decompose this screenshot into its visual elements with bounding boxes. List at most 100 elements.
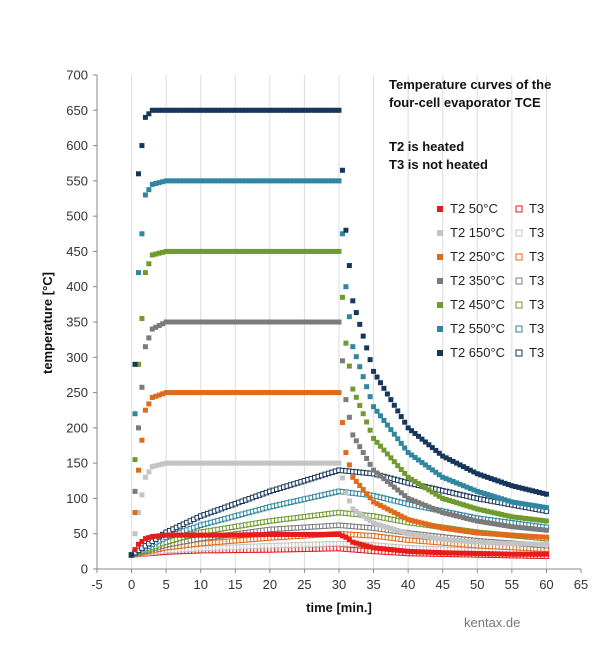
- data-point: [225, 248, 231, 254]
- data-point: [322, 248, 328, 254]
- data-point: [267, 531, 273, 537]
- data-point: [174, 532, 180, 538]
- data-point: [391, 484, 397, 490]
- data-point: [488, 476, 494, 482]
- data-point: [156, 392, 162, 398]
- y-tick-label: 550: [66, 173, 88, 188]
- data-point: [360, 513, 366, 519]
- data-point: [256, 460, 262, 466]
- data-point: [149, 252, 155, 258]
- data-point: [495, 531, 501, 537]
- data-point: [509, 499, 515, 505]
- data-point: [429, 535, 435, 541]
- data-point: [447, 457, 453, 463]
- data-point: [156, 462, 162, 468]
- data-point: [270, 531, 276, 537]
- data-point: [163, 319, 169, 325]
- data-point: [360, 374, 366, 380]
- data-point: [132, 411, 138, 417]
- data-point: [153, 393, 159, 399]
- data-point: [295, 460, 301, 466]
- data-point: [212, 390, 218, 396]
- data-point: [498, 511, 504, 517]
- data-point: [146, 401, 152, 407]
- data-point: [429, 505, 435, 511]
- data-point: [367, 394, 373, 400]
- legend-label: T2 50°C: [450, 201, 498, 216]
- data-point: [322, 390, 328, 396]
- data-point: [443, 510, 449, 516]
- data-point: [478, 539, 484, 545]
- legend-marker-filled: [437, 278, 443, 284]
- data-point: [474, 488, 480, 494]
- y-tick-label: 450: [66, 244, 88, 259]
- data-point: [391, 402, 397, 408]
- data-point: [384, 422, 390, 428]
- data-point: [343, 227, 349, 233]
- data-point: [246, 390, 252, 396]
- data-point: [218, 532, 224, 538]
- data-point: [205, 532, 211, 538]
- data-point: [212, 319, 218, 325]
- data-point: [523, 533, 529, 539]
- data-point: [426, 504, 432, 510]
- data-point: [391, 526, 397, 532]
- data-point: [457, 462, 463, 468]
- data-point: [198, 460, 204, 466]
- data-point: [339, 533, 345, 539]
- data-point: [492, 494, 498, 500]
- data-point: [485, 474, 491, 480]
- data-point: [391, 431, 397, 437]
- data-point: [543, 527, 549, 533]
- data-point: [291, 531, 297, 537]
- data-point: [142, 114, 148, 120]
- data-point: [367, 544, 373, 550]
- data-point: [198, 107, 204, 113]
- data-point: [488, 520, 494, 526]
- data-point: [350, 506, 356, 512]
- data-point: [443, 496, 449, 502]
- data-point: [177, 390, 183, 396]
- data-point: [322, 531, 328, 537]
- data-point: [384, 524, 390, 530]
- x-tick-label: 10: [193, 577, 207, 592]
- data-point: [357, 482, 363, 488]
- data-point: [281, 531, 287, 537]
- data-point: [139, 437, 145, 443]
- data-point: [308, 248, 314, 254]
- x-tick-label: 0: [128, 577, 135, 592]
- data-point: [229, 248, 235, 254]
- data-point: [153, 181, 159, 187]
- data-point: [201, 532, 207, 538]
- data-point: [346, 498, 352, 504]
- data-point: [464, 538, 470, 544]
- data-point: [346, 462, 352, 468]
- data-point: [440, 474, 446, 480]
- data-point: [160, 391, 166, 397]
- data-point: [135, 510, 141, 516]
- data-point: [250, 178, 256, 184]
- data-point: [174, 107, 180, 113]
- data-point: [336, 248, 342, 254]
- data-point: [457, 501, 463, 507]
- data-point: [405, 495, 411, 501]
- data-point: [315, 390, 321, 396]
- data-point: [367, 461, 373, 467]
- data-point: [149, 181, 155, 187]
- data-point: [218, 460, 224, 466]
- data-point: [339, 167, 345, 173]
- data-point: [298, 107, 304, 113]
- data-point: [322, 319, 328, 325]
- data-point: [488, 531, 494, 537]
- data-point: [343, 450, 349, 456]
- data-point: [308, 107, 314, 113]
- data-point: [288, 460, 294, 466]
- legend-marker-filled: [437, 206, 443, 212]
- data-point: [533, 526, 539, 532]
- data-point: [364, 345, 370, 351]
- data-point: [149, 464, 155, 470]
- data-point: [163, 390, 169, 396]
- data-point: [239, 460, 245, 466]
- data-point: [205, 460, 211, 466]
